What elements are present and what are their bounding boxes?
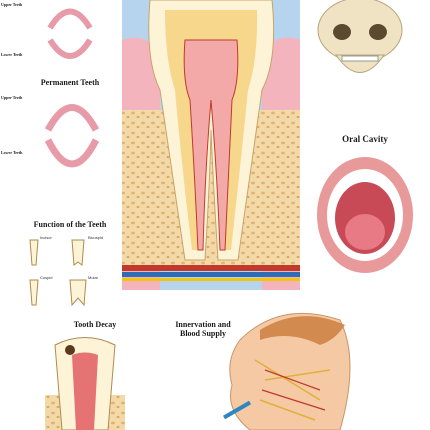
- label: Lower Teeth: [1, 52, 23, 57]
- permanent-teeth: [44, 104, 100, 168]
- section-title: Oral Cavity: [342, 134, 388, 144]
- label: Molar: [88, 275, 99, 280]
- label: Upper Teeth: [1, 95, 23, 100]
- label: Cuspid: [40, 275, 53, 280]
- section-title: Permanent Teeth: [40, 78, 100, 87]
- head-profile: [223, 312, 351, 430]
- label: Upper Teeth: [1, 2, 23, 7]
- tooth-types: [29, 239, 87, 307]
- label: Lower Teeth: [1, 150, 23, 155]
- section-title: Tooth Decay: [73, 320, 117, 329]
- section-title: Function of the Teeth: [33, 220, 107, 229]
- section-title: Innervation and Blood Supply: [175, 320, 231, 338]
- tooth-decay: [45, 337, 125, 430]
- label: Bicuspid: [88, 235, 104, 240]
- skull: [317, 0, 403, 73]
- oral-cavity: [317, 157, 413, 273]
- tooth-cross-section: [122, 0, 300, 290]
- label: Incisor: [40, 235, 52, 240]
- primary-teeth: [47, 8, 93, 59]
